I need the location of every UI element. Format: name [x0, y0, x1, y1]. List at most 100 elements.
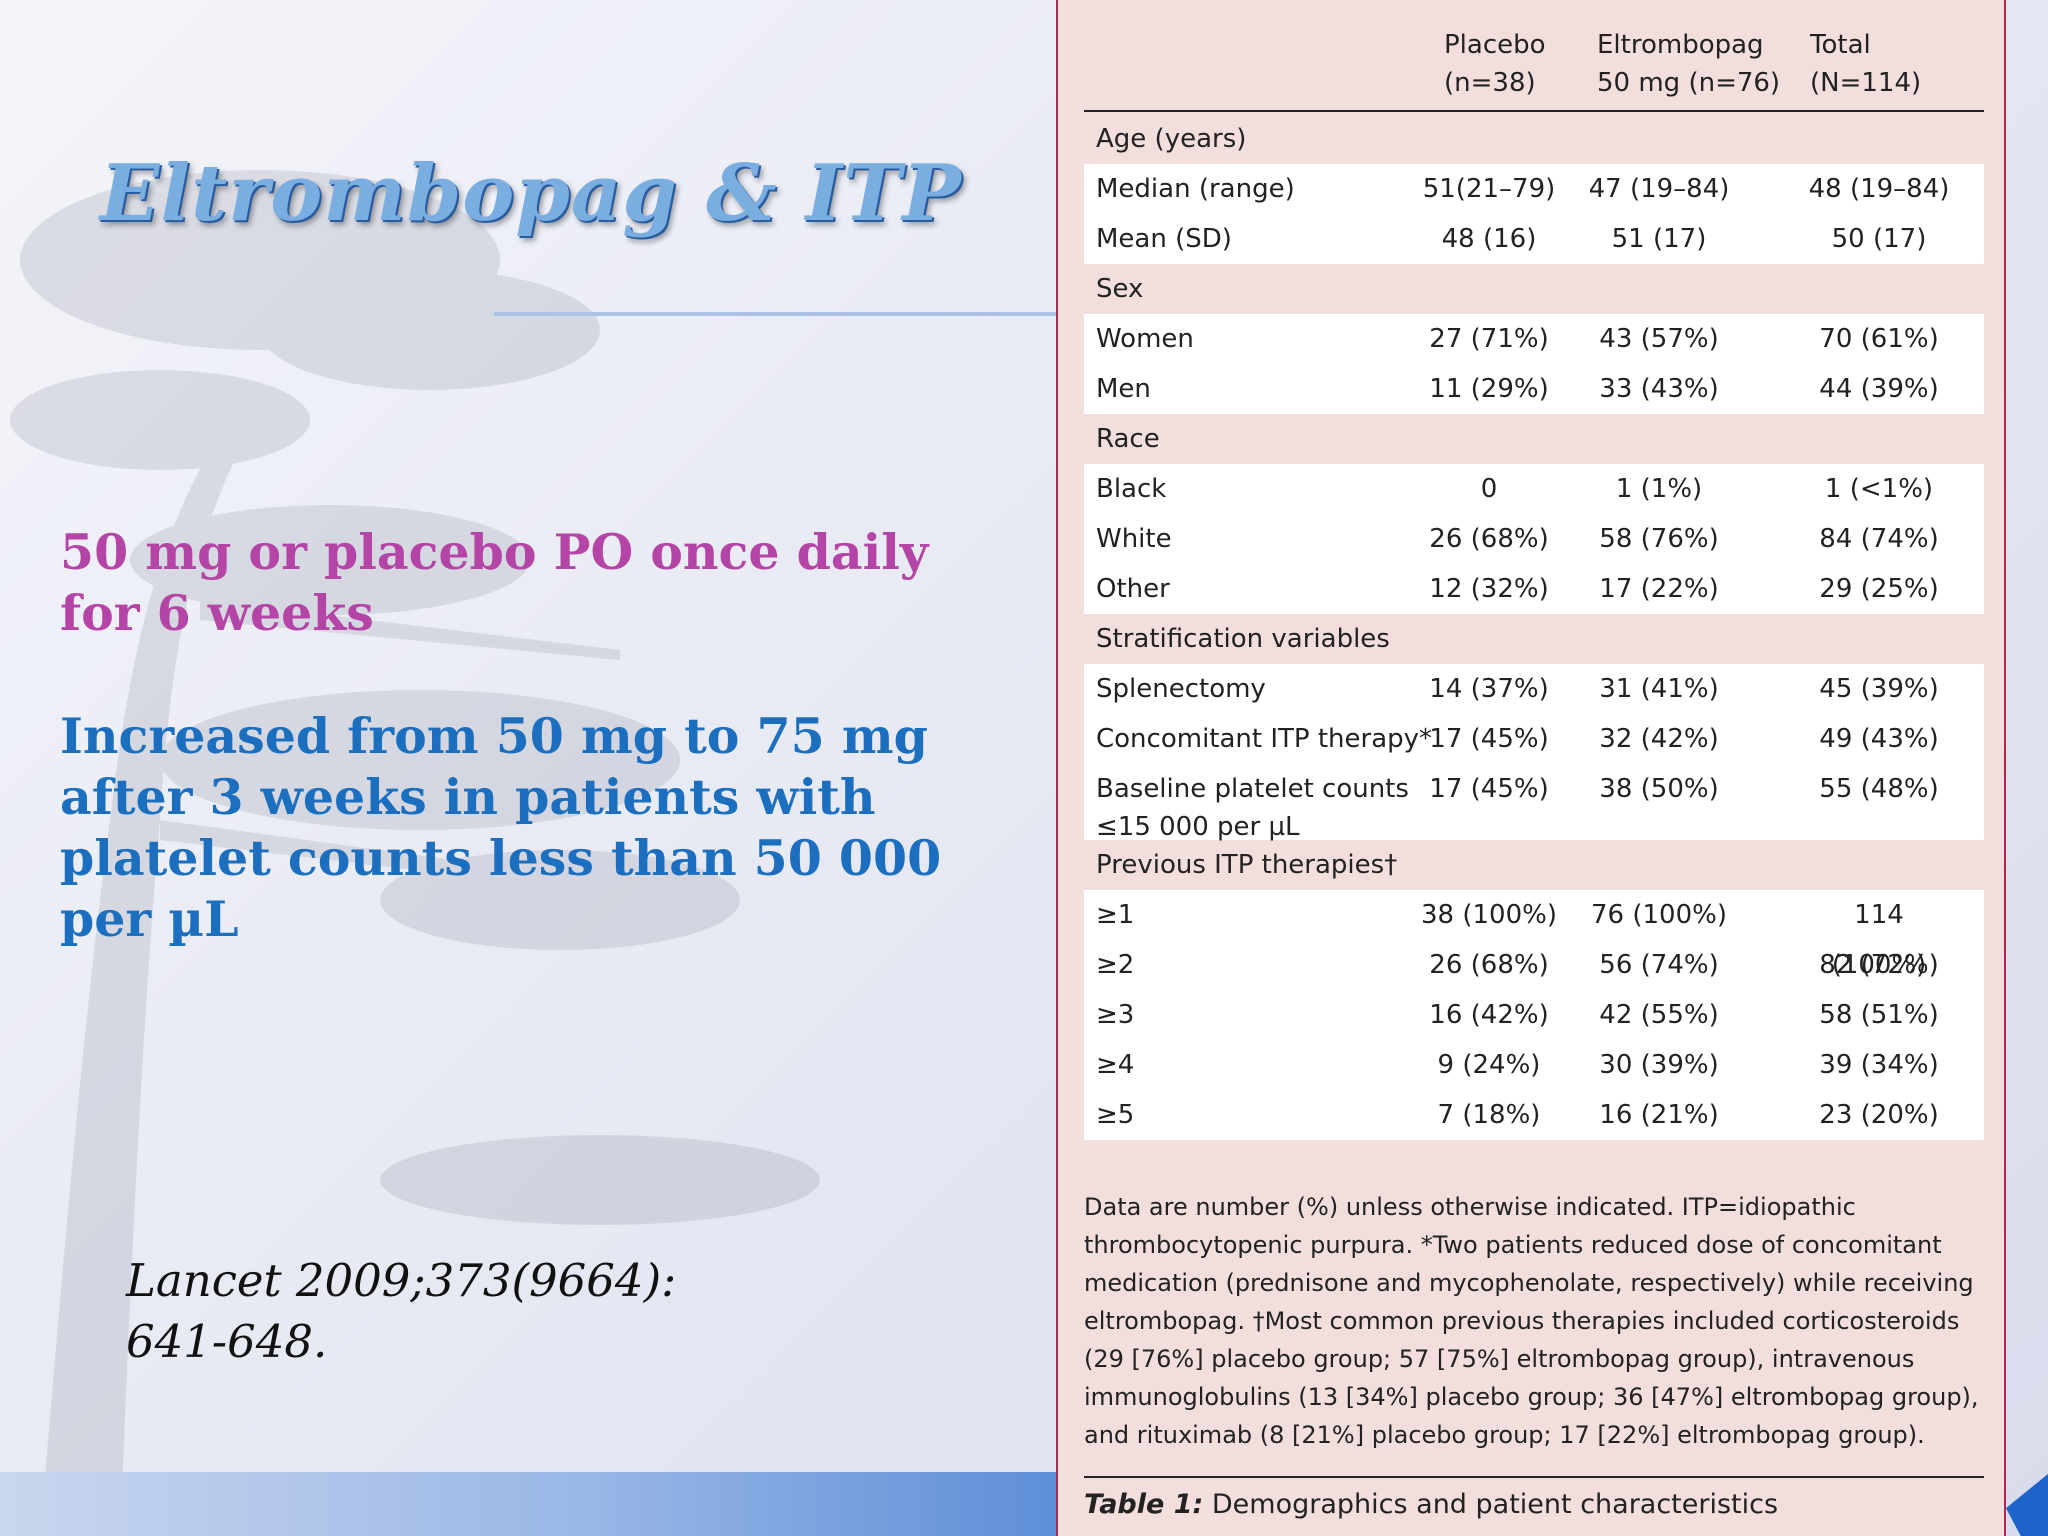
table-row: Men 11 (29%) 33 (43%) 44 (39%) — [1084, 364, 1984, 414]
cell-eltrombopag: 51 (17) — [1611, 224, 1707, 254]
cell-total: 49 (43%) — [1819, 724, 1939, 754]
row-label: ≥5 — [1096, 1090, 1436, 1134]
cell-eltrombopag: 58 (76%) — [1599, 524, 1719, 554]
row-label-line1: Other — [1096, 574, 1170, 604]
row-label-line2: ≤15 000 per µL — [1096, 812, 1300, 842]
table-row: Mean (SD) 48 (16) 51 (17) 50 (17) — [1084, 214, 1984, 264]
cell-placebo: 16 (42%) — [1429, 1000, 1549, 1030]
cell-total: 48 (19–84) — [1808, 174, 1950, 204]
row-label: Black — [1096, 464, 1436, 508]
cell-total: 82 (72%) — [1819, 950, 1939, 980]
cell-total: 1 (<1%) — [1824, 474, 1934, 504]
cell-placebo: 26 (68%) — [1429, 950, 1549, 980]
slide-title: Eltrombopag & ITP — [100, 148, 962, 239]
cell-eltrombopag: 43 (57%) — [1599, 324, 1719, 354]
table-row: ≥5 7 (18%) 16 (21%) 23 (20%) — [1084, 1090, 1984, 1140]
row-label-line1: ≥3 — [1096, 1000, 1135, 1030]
cell-eltrombopag: 31 (41%) — [1599, 674, 1719, 704]
row-label-line1: Black — [1096, 474, 1167, 504]
cell-total: 44 (39%) — [1819, 374, 1939, 404]
section-title: Sex — [1096, 274, 1144, 304]
section-rows: ≥1 38 (100%) 76 (100%) 114 (100%) ≥2 26 (68%)… — [1084, 890, 1984, 1140]
cell-eltrombopag: 16 (21%) — [1599, 1100, 1719, 1130]
corner-accent — [2006, 1474, 2048, 1536]
row-label: Women — [1096, 314, 1436, 358]
header-eltrombopag-line1: Eltrombopag — [1597, 30, 1764, 60]
section-title: Previous ITP therapies† — [1096, 850, 1398, 880]
table-row: Other 12 (32%) 17 (22%) 29 (25%) — [1084, 564, 1984, 614]
cell-total: 84 (74%) — [1819, 524, 1939, 554]
cell-placebo: 38 (100%) — [1421, 900, 1557, 930]
header-total-line1: Total — [1810, 30, 1871, 60]
table-footnote: Data are number (%) unless otherwise ind… — [1084, 1193, 1979, 1449]
header-placebo: Placebo (n=38) — [1444, 26, 1546, 102]
table-row: Splenectomy 14 (37%) 31 (41%) 45 (39%) — [1084, 664, 1984, 714]
row-label: Men — [1096, 364, 1436, 408]
table-header: Placebo (n=38) Eltrombopag 50 mg (n=76) … — [1084, 26, 1984, 112]
cell-total: 29 (25%) — [1819, 574, 1939, 604]
caption-label: Table 1: — [1084, 1489, 1204, 1520]
row-label: Other — [1096, 564, 1436, 608]
row-label-line1: ≥2 — [1096, 950, 1135, 980]
table-row: ≥3 16 (42%) 42 (55%) 58 (51%) — [1084, 990, 1984, 1040]
table-row: Median (range) 51(21–79) 47 (19–84) 48 (19–… — [1084, 164, 1984, 214]
row-label-line1: Median (range) — [1096, 174, 1295, 204]
cell-total: 45 (39%) — [1819, 674, 1939, 704]
cell-eltrombopag: 42 (55%) — [1599, 1000, 1719, 1030]
table-caption: Table 1: Demographics and patient charac… — [1084, 1484, 1778, 1526]
header-total: Total (N=114) — [1810, 26, 1921, 102]
row-label-line1: ≥4 — [1096, 1050, 1135, 1080]
cell-eltrombopag: 38 (50%) — [1599, 774, 1719, 804]
cell-placebo: 17 (45%) — [1429, 724, 1549, 754]
table-row: Black 0 1 (1%) 1 (<1%) — [1084, 464, 1984, 514]
table-row: ≥4 9 (24%) 30 (39%) 39 (34%) — [1084, 1040, 1984, 1090]
cell-eltrombopag: 47 (19–84) — [1588, 174, 1730, 204]
cell-eltrombopag: 17 (22%) — [1599, 574, 1719, 604]
cell-eltrombopag: 33 (43%) — [1599, 374, 1719, 404]
cell-total: 50 (17) — [1831, 224, 1927, 254]
row-label-line1: Baseline platelet counts — [1096, 774, 1409, 804]
row-label: ≥2 — [1096, 940, 1436, 984]
row-label-line1: ≥1 — [1096, 900, 1135, 930]
cell-eltrombopag: 56 (74%) — [1599, 950, 1719, 980]
section-rows: Splenectomy 14 (37%) 31 (41%) 45 (39%) Conco… — [1084, 664, 1984, 842]
cell-eltrombopag: 76 (100%) — [1591, 900, 1727, 930]
cell-total: 114 (100%) — [1831, 900, 1927, 980]
dose-increase-text: Increased from 50 mg to 75 mg after 3 we… — [60, 707, 942, 948]
cell-placebo: 14 (37%) — [1429, 674, 1549, 704]
table-panel: Placebo (n=38) Eltrombopag 50 mg (n=76) … — [1056, 0, 2006, 1536]
table-body: Age (years) Median (range) 51(21–79) 47 (19… — [1084, 114, 1984, 1140]
slide-left-area: Eltrombopag & ITP 50 mg or placebo PO on… — [0, 148, 1056, 1536]
table-row: Concomitant ITP therapy* 17 (45%) 32 (42%)… — [1084, 714, 1984, 764]
table-row: ≥2 26 (68%) 56 (74%) 82 (72%) — [1084, 940, 1984, 990]
row-label: Mean (SD) — [1096, 214, 1436, 258]
header-eltrombopag: Eltrombopag 50 mg (n=76) — [1597, 26, 1780, 102]
row-label: Concomitant ITP therapy* — [1096, 714, 1436, 758]
header-placebo-line1: Placebo — [1444, 30, 1546, 60]
section-rows: Black 0 1 (1%) 1 (<1%) White 26 (68%) 58 (76%)… — [1084, 464, 1984, 614]
cell-eltrombopag: 30 (39%) — [1599, 1050, 1719, 1080]
cell-eltrombopag: 1 (1%) — [1615, 474, 1703, 504]
cell-placebo: 26 (68%) — [1429, 524, 1549, 554]
tree-background-image — [10, 170, 820, 1536]
cell-total: 39 (34%) — [1819, 1050, 1939, 1080]
row-label-line1: Women — [1096, 324, 1194, 354]
cell-placebo: 11 (29%) — [1429, 374, 1549, 404]
cell-placebo: 9 (24%) — [1437, 1050, 1541, 1080]
table-row: Baseline platelet counts ≤15 000 per µL 17… — [1084, 764, 1984, 842]
row-label: Baseline platelet counts ≤15 000 per µL — [1096, 764, 1436, 846]
row-label-line1: Men — [1096, 374, 1151, 404]
row-label-line1: Splenectomy — [1096, 674, 1266, 704]
row-label-line1: Mean (SD) — [1096, 224, 1232, 254]
caption-text: Demographics and patient characteristics — [1203, 1489, 1779, 1520]
section-rows: Median (range) 51(21–79) 47 (19–84) 48 (19–… — [1084, 164, 1984, 264]
row-label: ≥1 — [1096, 890, 1436, 934]
table-row: ≥1 38 (100%) 76 (100%) 114 (100%) — [1084, 890, 1984, 980]
title-divider — [494, 312, 1056, 316]
cell-placebo: 51(21–79) — [1422, 174, 1556, 204]
row-label: White — [1096, 514, 1436, 558]
cell-total: 23 (20%) — [1819, 1100, 1939, 1130]
row-label: Median (range) — [1096, 164, 1436, 208]
cell-placebo: 27 (71%) — [1429, 324, 1549, 354]
citation-line-1: Lancet 2009;373(9664): — [126, 1254, 677, 1307]
